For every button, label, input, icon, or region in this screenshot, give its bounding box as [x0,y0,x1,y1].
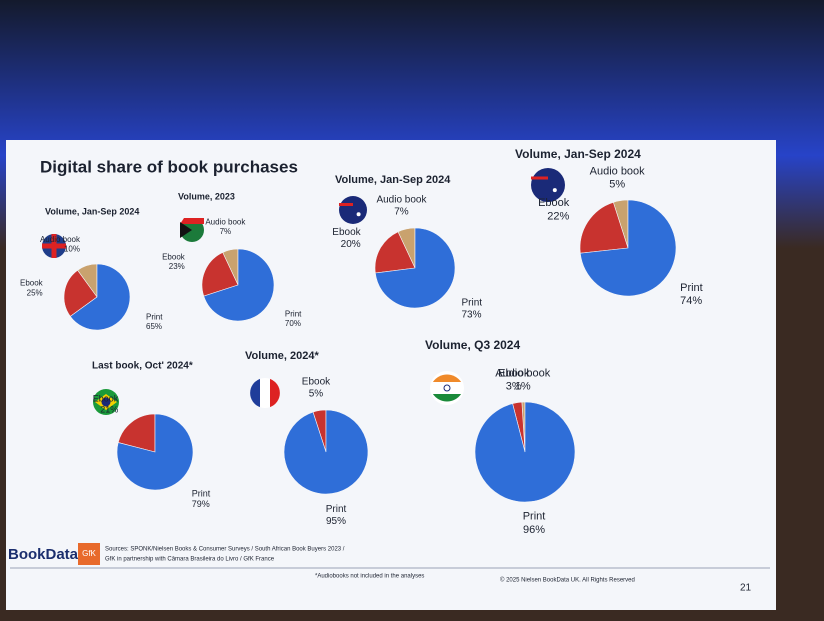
slice-value: 20% [341,239,361,250]
slice-label: Audio book [495,367,551,379]
slice-value: 10% [64,245,80,254]
chart-subtitle: Volume, Jan-Sep 2024 [515,147,641,161]
slice-value: 70% [285,319,301,328]
slice-value: 23% [169,262,185,271]
logo: BookData [8,546,79,563]
slice-label: Ebook [93,394,119,404]
slice-label: Print [146,312,163,321]
pie-slice [116,413,194,491]
pie-slice [69,263,131,331]
flag [339,203,353,206]
slice-label: Ebook [498,367,530,379]
slice-label: Print [326,504,347,515]
pie-slice [63,269,98,317]
slice-value: 22% [547,210,569,222]
flag [552,188,557,193]
slice-value: 79% [192,499,210,509]
sources: Sources: SPONK/Nielsen Books & Consumer … [105,547,345,553]
slice-value: 5% [309,389,324,400]
slice-label: Print [523,511,546,523]
pie-slice [374,231,416,274]
flag [531,176,548,180]
slice-value: 7% [220,227,232,236]
slice-label: Audio book [40,235,81,244]
copyright: © 2025 Nielsen BookData UK. All Rights R… [500,577,635,584]
chart-subtitle: Volume, Jan-Sep 2024 [335,174,451,186]
chart-subtitle: Volume, 2024* [245,350,319,362]
slice-value: 95% [326,516,346,527]
footnote: *Audiobooks not included in the analyses [315,574,424,580]
partner-logo-box [78,543,100,565]
slice-label: Ebook [302,377,331,388]
slice-label: Print [462,298,483,309]
slice-label: Ebook [538,197,570,209]
flag [180,218,204,224]
partner-logo: GfK [82,549,96,558]
flag [180,222,192,238]
slice-value: 65% [146,322,162,331]
flag [270,378,280,408]
slice-value: 5% [609,179,625,191]
sources: GfK in partnership with Câmara Brasileir… [105,557,275,563]
chart-subtitle: Volume, Q3 2024 [425,338,520,352]
flag [339,196,367,224]
slice-value: 73% [462,310,482,321]
slide-title: Digital share of book purchases [40,157,298,176]
slice-value: 96% [523,524,545,536]
pie-slice [374,227,456,309]
chart-subtitle: Volume, Jan-Sep 2024 [45,206,139,216]
slice-label: Ebook [162,252,186,261]
pie-slice [579,199,677,297]
flag [250,378,260,408]
page-number: 21 [740,583,752,594]
flag [51,234,57,258]
slice-label: Audio book [376,195,427,206]
slice-value: 1% [515,381,531,393]
pie-slice [117,413,156,453]
pie-slice [203,248,275,322]
slice-label: Ebook [20,279,44,288]
flag [101,397,111,407]
pie-slice [579,201,629,254]
flag [432,394,462,402]
flag [432,374,462,382]
flag [443,384,451,392]
pie-slice [201,252,239,297]
slice-value: 21% [100,404,118,414]
slice-value: 25% [27,288,43,297]
slice-label: Print [192,488,211,498]
pie-slice [474,401,576,503]
slice-label: Ebook [332,227,361,238]
chart-subtitle: Volume, 2023 [178,191,235,201]
slice-label: Audio book [590,165,646,177]
slice-value: 7% [394,207,409,218]
flag [356,212,361,217]
chart-subtitle: Last book, Oct' 2024* [92,361,193,372]
slice-value: 74% [680,295,702,307]
slice-value: 3% [506,381,522,393]
slice-label: Print [680,282,703,294]
pie-slice [283,409,369,495]
slice-label: Audio book [205,217,246,226]
slice-label: Print [285,309,302,318]
